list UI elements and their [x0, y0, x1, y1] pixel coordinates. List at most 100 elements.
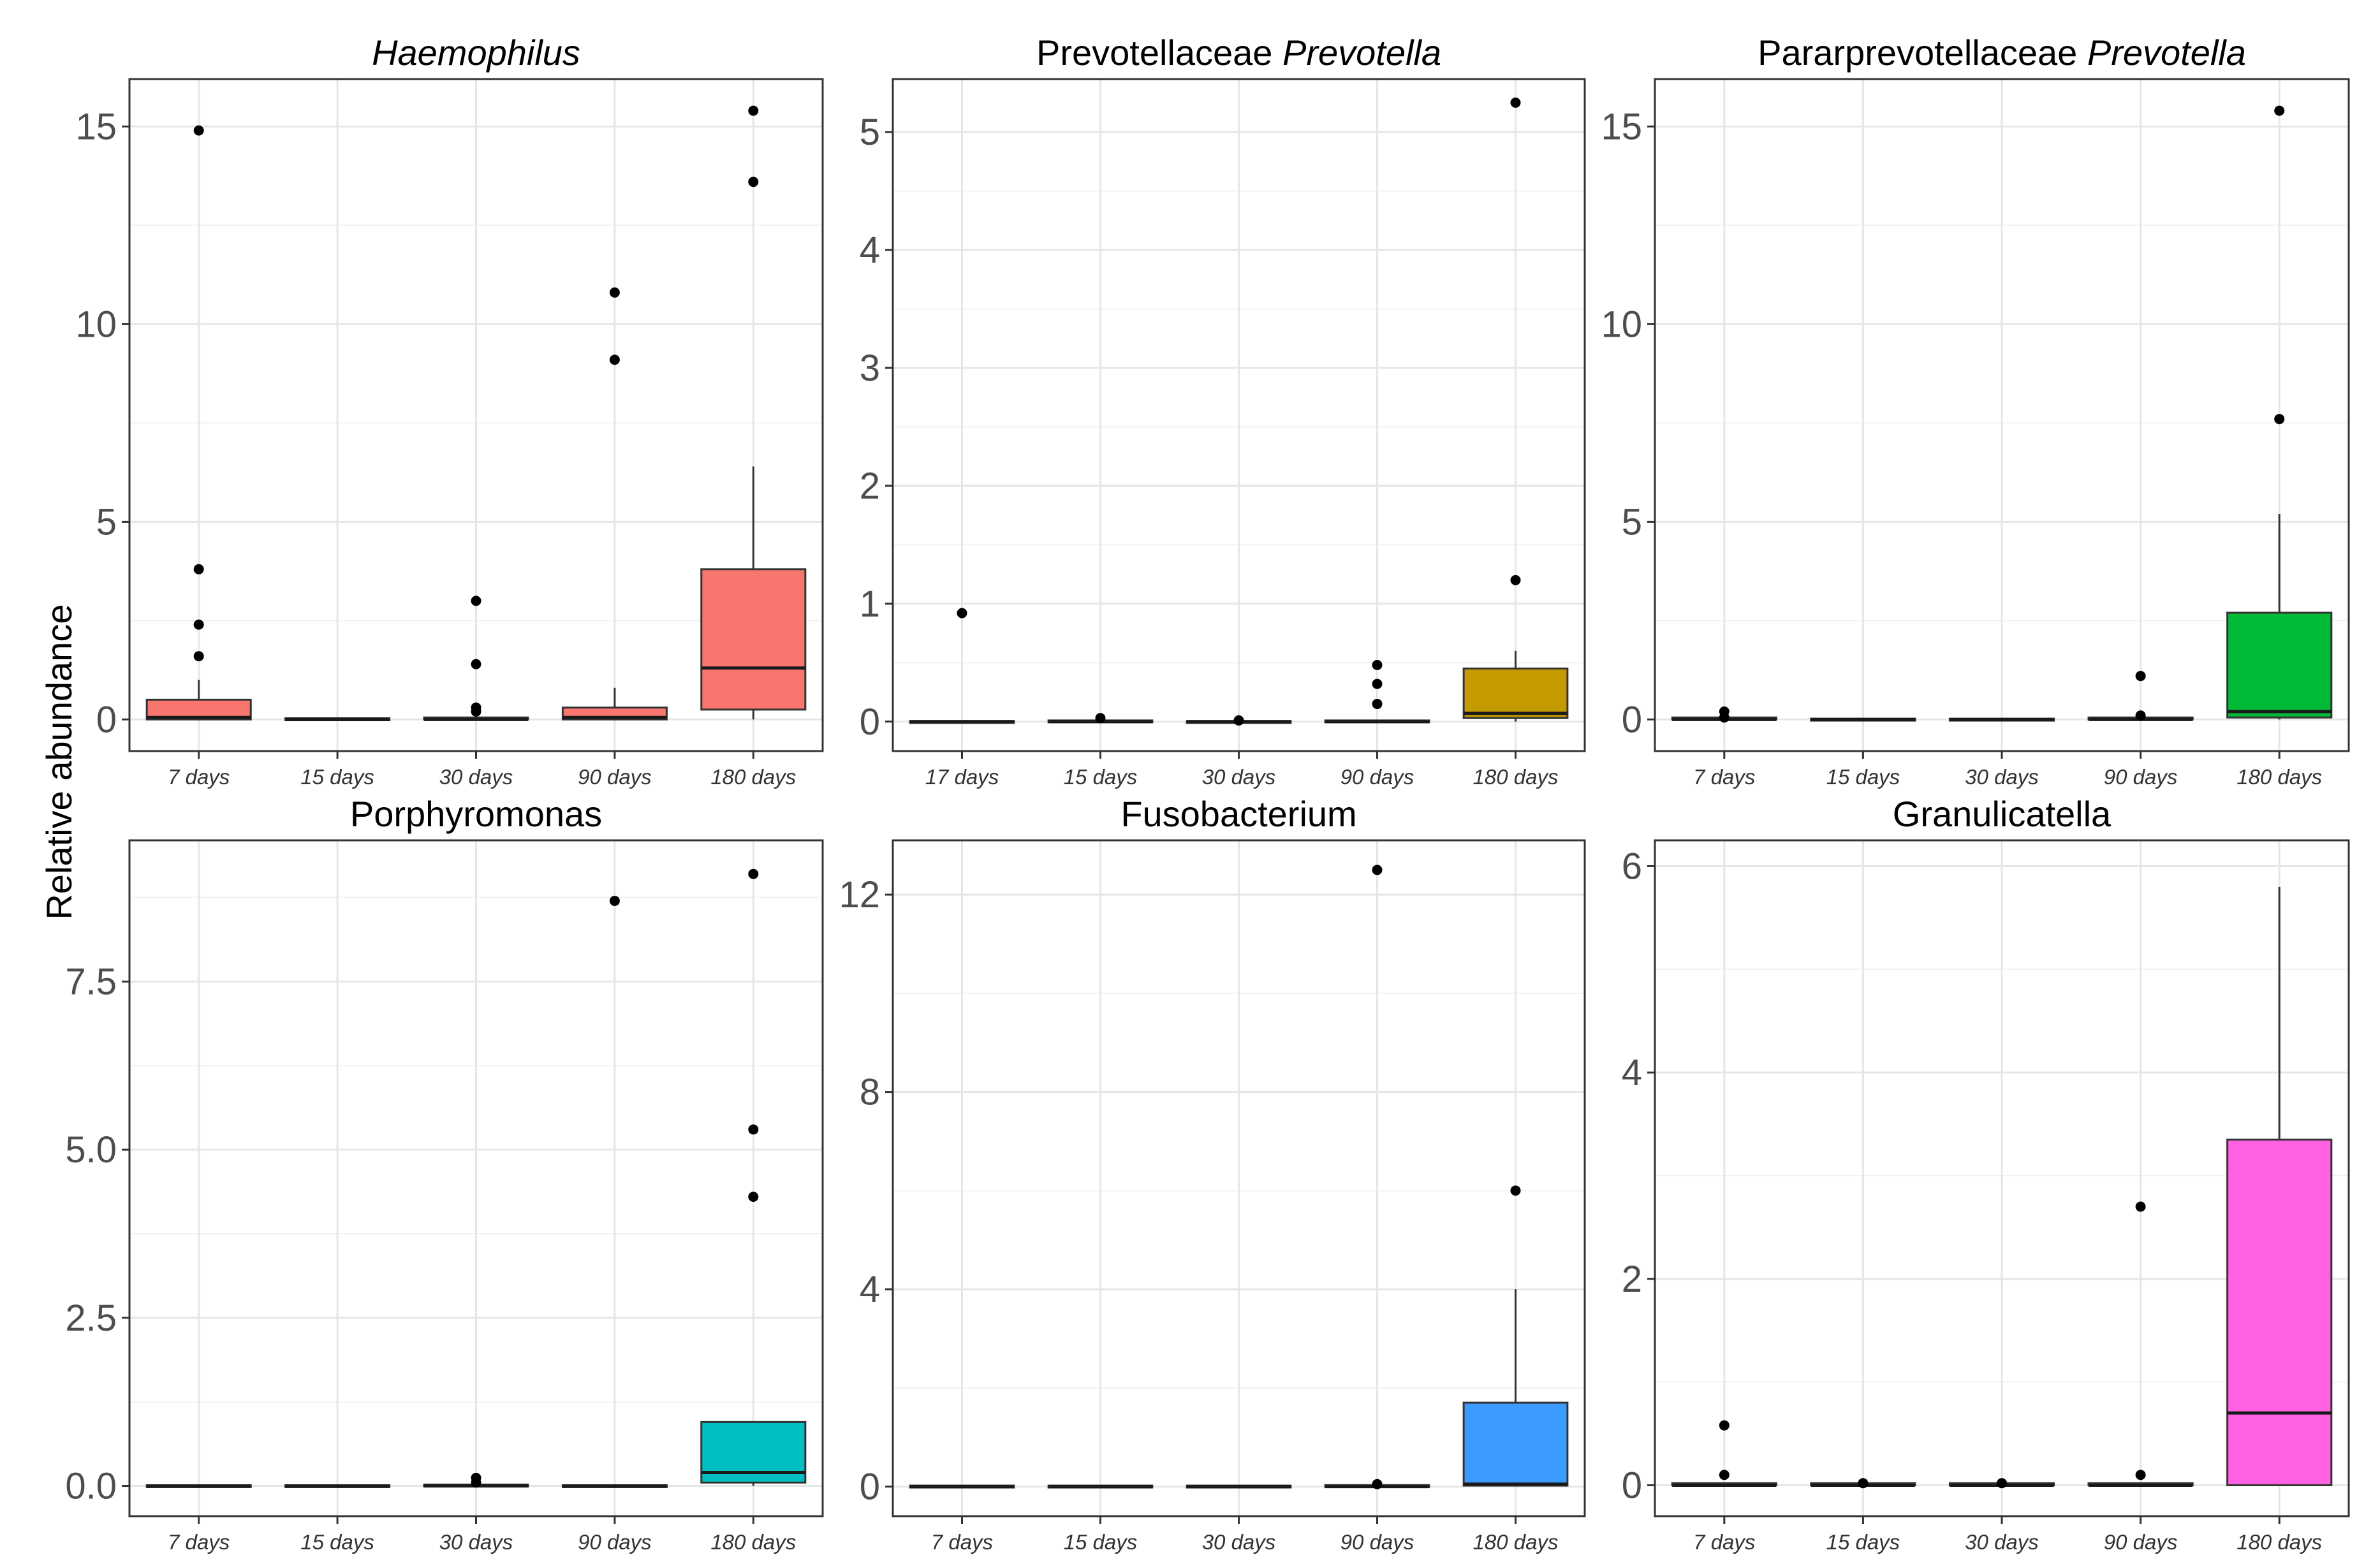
box-2: [1047, 1484, 1154, 1489]
x-tick-label: 180 days: [2237, 765, 2322, 789]
panel-title: Pararprevotellaceae Prevotella: [1758, 33, 2246, 73]
box-5: [2226, 105, 2333, 720]
outlier-point: [193, 125, 204, 136]
outlier-point: [2135, 1470, 2146, 1480]
outlier-point: [471, 702, 481, 713]
y-tick-label: 4: [860, 1269, 880, 1310]
outlier-point: [1095, 713, 1106, 724]
y-tick-label: 3: [860, 347, 880, 389]
panel-title-part: Fusobacterium: [1120, 794, 1356, 834]
x-tick-label: 30 days: [439, 1530, 513, 1554]
x-tick-label: 90 days: [578, 1530, 652, 1554]
x-tick-label: 30 days: [1202, 765, 1276, 789]
outlier-point: [471, 596, 481, 606]
box-body: [2226, 611, 2333, 719]
outlier-point: [1858, 1478, 1869, 1489]
outlier-point: [1372, 660, 1383, 671]
box-3: [1948, 1478, 2055, 1489]
y-tick-label: 2: [1622, 1259, 1642, 1300]
box-3: [423, 596, 529, 721]
x-tick-label: 180 days: [710, 765, 796, 789]
x-tick-label: 90 days: [1341, 765, 1414, 789]
outlier-point: [1372, 678, 1383, 689]
panel-1: 0 5 10 15 7 days 15 days 30 days 90 days 180 day…: [75, 33, 824, 789]
y-tick-label: 5: [1622, 501, 1642, 543]
y-tick-label: 1: [860, 583, 880, 625]
outlier-point: [1372, 699, 1383, 710]
y-tick-label: 0: [1622, 699, 1642, 740]
outlier-point: [2135, 671, 2146, 682]
box-1: [909, 1484, 1015, 1489]
outlier-point: [1372, 1479, 1383, 1489]
box-5: [700, 105, 807, 720]
panel-6: 0 2 4 6 7 days 15 days 30 days 90 days 180 days G…: [1622, 794, 2350, 1554]
box-2: [1810, 717, 1916, 722]
box-body: [2226, 1138, 2333, 1486]
box-5: [2226, 886, 2333, 1486]
panel-title-part: Porphyromonas: [350, 794, 602, 834]
y-tick-label: 5: [96, 501, 117, 543]
x-tick-label: 15 days: [300, 1530, 374, 1554]
panel-title: Fusobacterium: [1120, 794, 1356, 834]
outlier-point: [609, 287, 620, 298]
x-tick-label: 180 days: [2237, 1530, 2322, 1554]
box-4: [561, 287, 668, 720]
x-tick-label: 15 days: [1064, 765, 1138, 789]
outlier-point: [2135, 710, 2146, 721]
x-tick-label: 30 days: [1202, 1530, 1276, 1554]
outlier-point: [609, 354, 620, 365]
box-1: [145, 125, 252, 720]
box-2: [1810, 1478, 1916, 1489]
y-tick-label: 7.5: [65, 961, 117, 1002]
panel-title-part: Pararprevotellaceae: [1758, 33, 2087, 73]
x-tick-label: 7 days: [168, 1530, 230, 1554]
x-tick-label: 15 days: [300, 765, 374, 789]
y-tick-label: 0: [860, 1466, 880, 1508]
outlier-point: [193, 619, 204, 630]
box-body: [700, 568, 807, 711]
y-axis-label: Relative abundance: [39, 604, 79, 919]
outlier-point: [1997, 1478, 2007, 1489]
outlier-point: [1233, 715, 1244, 726]
box-2: [1047, 713, 1154, 724]
box-5: [1462, 1185, 1569, 1487]
panel-title: Granulicatella: [1893, 794, 2112, 834]
y-tick-label: 0: [860, 701, 880, 743]
y-tick-label: 6: [1622, 845, 1642, 887]
outlier-point: [2274, 414, 2285, 425]
y-tick-label: 10: [1601, 303, 1642, 345]
x-tick-label: 180 days: [1473, 765, 1559, 789]
box-body: [1462, 1401, 1569, 1487]
outlier-point: [1719, 1470, 1730, 1480]
y-tick-label: 10: [75, 303, 117, 345]
y-tick-label: 15: [75, 106, 117, 147]
outlier-point: [748, 177, 759, 187]
outlier-point: [1510, 1185, 1521, 1196]
panel-5: 0 4 8 12 7 days 15 days 30 days 90 days 180 days…: [839, 794, 1586, 1554]
box-1: [1671, 1420, 1777, 1487]
x-tick-label: 90 days: [2104, 1530, 2178, 1554]
panel-title: Haemophilus: [372, 33, 580, 73]
outlier-point: [193, 564, 204, 574]
y-tick-label: 0.0: [65, 1466, 117, 1507]
outlier-point: [957, 608, 967, 618]
x-tick-label: 15 days: [1826, 1530, 1900, 1554]
x-tick-label: 7 days: [168, 765, 230, 789]
outlier-point: [1372, 865, 1383, 875]
y-tick-label: 0: [1622, 1465, 1642, 1506]
outlier-point: [471, 1472, 481, 1483]
panel-title-part: Prevotellaceae: [1036, 33, 1282, 73]
box-2: [284, 717, 391, 722]
box-4: [1324, 660, 1430, 724]
outlier-point: [2135, 1201, 2146, 1212]
box-4: [2087, 671, 2194, 721]
outlier-point: [748, 1124, 759, 1135]
panel-title: Porphyromonas: [350, 794, 602, 834]
y-tick-label: 4: [1622, 1052, 1642, 1093]
panel-2: 0 1 2 3 4 5 17 days 15 days 30 days 90 days 180 da…: [860, 33, 1586, 789]
y-tick-label: 5.0: [65, 1129, 117, 1171]
x-tick-label: 90 days: [2104, 765, 2178, 789]
x-tick-label: 90 days: [578, 765, 652, 789]
panel-4: 0.0 2.5 5.0 7.5 7 days 15 days 30 days 90 days 1…: [65, 794, 824, 1554]
panel-title-part: Prevotella: [2087, 33, 2246, 73]
